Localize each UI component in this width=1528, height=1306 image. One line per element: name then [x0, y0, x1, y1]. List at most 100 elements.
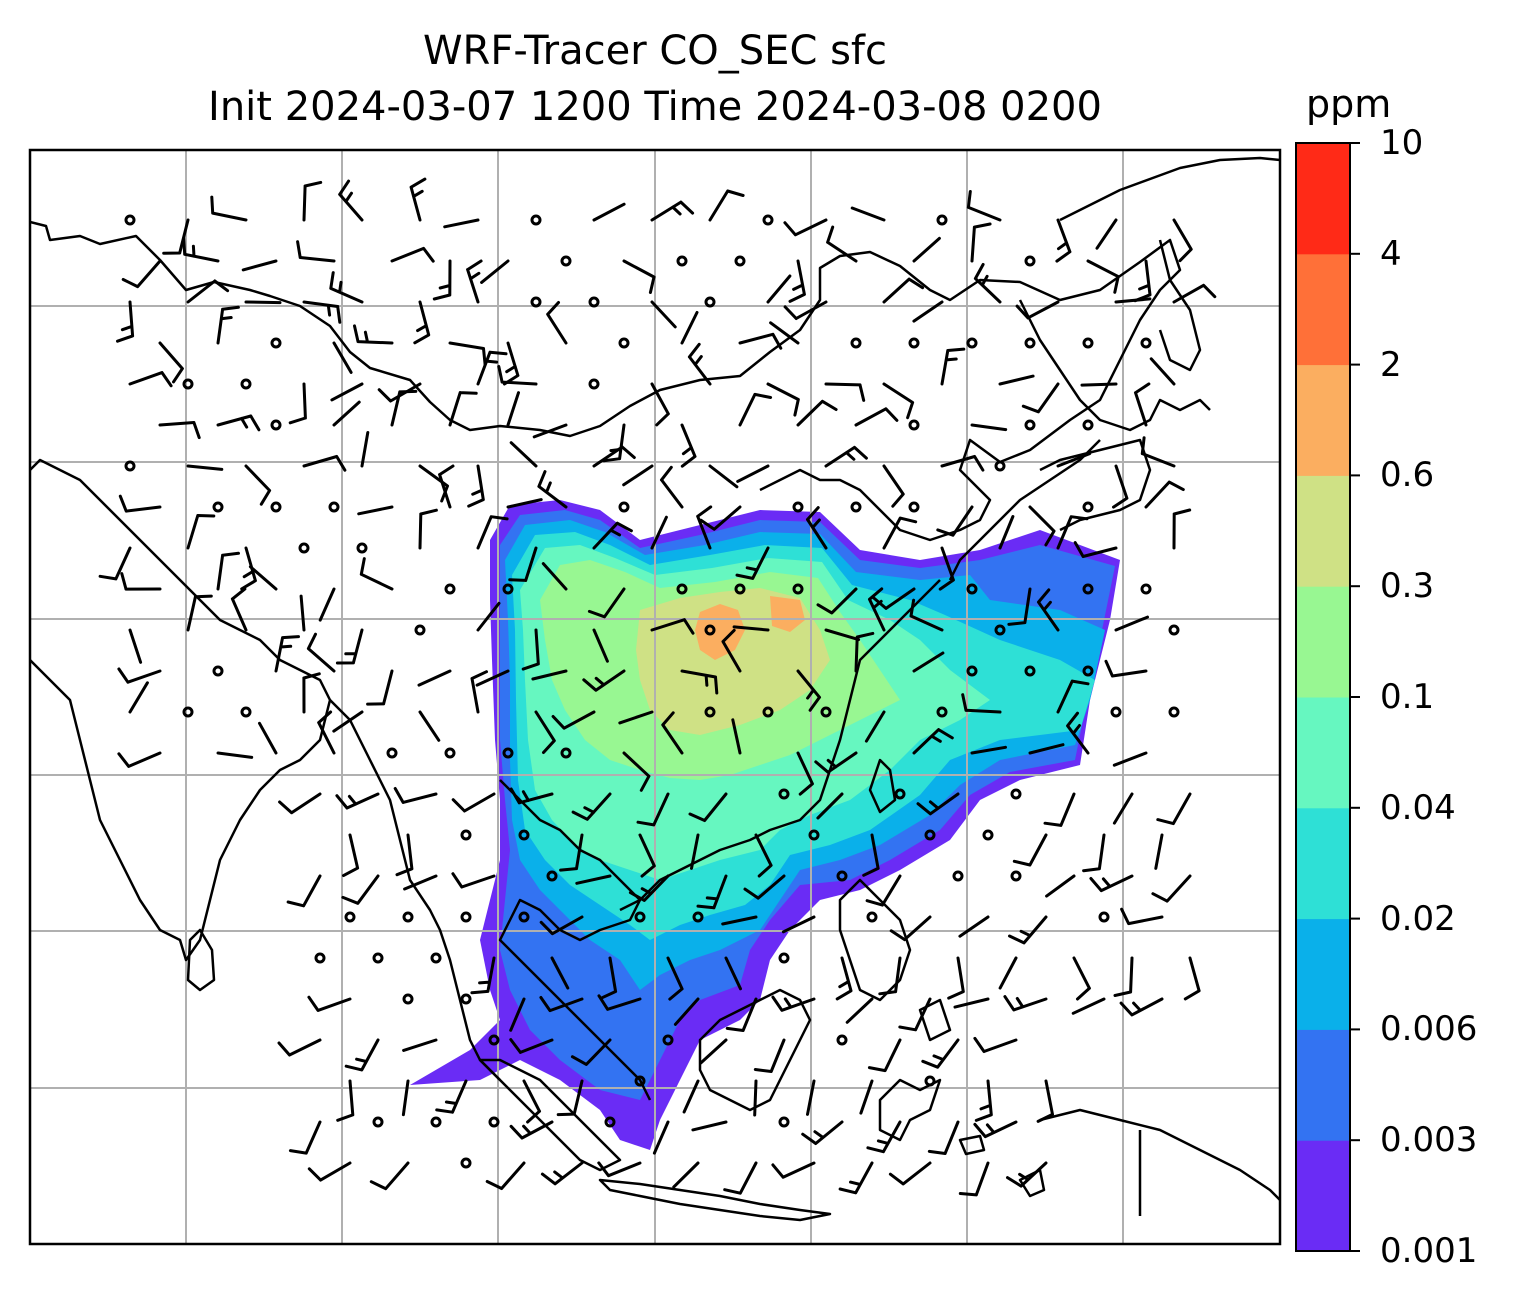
wind-barb [186, 464, 224, 471]
calm-marker [560, 255, 572, 267]
wind-barb [725, 997, 758, 1032]
wind-barb [1086, 259, 1120, 294]
coastline-taiwan [868, 758, 897, 814]
wind-barb [973, 1036, 1018, 1053]
wind-barb [738, 332, 783, 350]
colorbar-tick-label: 4 [1380, 233, 1402, 274]
wind-barb [1133, 259, 1152, 303]
wind-barb [731, 718, 742, 755]
calm-marker [634, 911, 646, 923]
wind-barb [413, 300, 431, 345]
calm-marker [850, 501, 862, 513]
wind-barb [650, 515, 668, 550]
wind-barb [970, 745, 1007, 755]
calm-marker [270, 337, 282, 349]
wind-barb [258, 721, 278, 755]
wind-barb [618, 710, 654, 725]
wind-barb [781, 915, 816, 934]
wind-barb [816, 587, 858, 615]
wind-barb [912, 300, 944, 323]
wind-barb [1114, 297, 1152, 304]
calm-marker [530, 214, 542, 226]
calm-marker [240, 378, 252, 390]
wind-barb [650, 382, 670, 427]
wind-barb [859, 1079, 874, 1115]
wind-barb [938, 546, 955, 591]
coastline-sumatra [478, 1058, 622, 1172]
wind-barb [1104, 659, 1148, 678]
wind-barb [432, 259, 452, 301]
wind-barb [302, 180, 323, 222]
wind-barb [186, 594, 213, 632]
wind-barb [360, 431, 370, 468]
wind-barb [998, 515, 1015, 550]
calm-marker [460, 829, 472, 841]
wind-barb [1056, 515, 1089, 550]
wind-barb [854, 407, 899, 427]
wind-barb [1082, 833, 1106, 873]
wind-barb [476, 350, 508, 386]
wind-barb [724, 956, 742, 991]
wind-barb [342, 833, 360, 878]
calm-marker [1082, 501, 1094, 513]
wind-barb [118, 494, 162, 513]
colorbar-tick-label: 2 [1380, 344, 1402, 385]
wind-barb [753, 1038, 786, 1073]
wind-barb [862, 833, 880, 877]
wind-barb [575, 874, 612, 885]
wind-barb [708, 464, 739, 489]
wind-barb [850, 206, 886, 222]
colorbar-segment [1296, 807, 1350, 920]
calm-marker [618, 337, 630, 349]
wind-barb [806, 506, 828, 550]
wind-barb [814, 751, 858, 774]
wind-barb [338, 179, 364, 222]
wind-barb [680, 311, 699, 345]
colorbar-segment [1296, 697, 1350, 809]
calm-marker [518, 911, 530, 923]
wind-barb [1028, 743, 1065, 755]
calm-marker [1168, 706, 1180, 718]
wind-barb [998, 374, 1035, 386]
wind-barb [788, 259, 806, 303]
wind-barb [936, 505, 974, 537]
wind-barb [162, 218, 190, 255]
calm-marker [444, 583, 456, 595]
wind-barb [480, 259, 510, 284]
wind-barb [912, 236, 941, 263]
wind-barb [158, 341, 184, 384]
wind-barb [1149, 357, 1176, 386]
calm-marker [588, 378, 600, 390]
calm-marker [850, 337, 862, 349]
wind-barb [806, 1079, 816, 1116]
wind-barb [539, 915, 584, 936]
calm-marker [460, 993, 472, 1005]
wind-barb [1120, 907, 1164, 926]
wind-barb [865, 874, 902, 907]
wind-barb [882, 382, 915, 420]
wind-barb [696, 505, 713, 550]
calm-marker [924, 1075, 936, 1087]
wind-barb [506, 391, 520, 427]
wind-barb [961, 693, 1002, 714]
wind-barb [182, 236, 220, 263]
title-line-2: Init 2024-03-07 1200 Time 2024-03-08 020… [208, 84, 1102, 130]
wind-barb [587, 587, 626, 619]
coastline-borneo [698, 988, 812, 1112]
wind-barb [864, 710, 886, 743]
wind-barb [1043, 792, 1076, 827]
wind-barb [522, 1079, 541, 1124]
wind-barb [796, 399, 838, 427]
wind-barb [1045, 874, 1076, 898]
calm-marker [1098, 911, 1110, 923]
wind-barb [898, 997, 932, 1032]
calm-marker [414, 624, 426, 636]
wind-barb [216, 551, 240, 591]
calm-marker [966, 583, 978, 595]
map-frame [28, 148, 1282, 1246]
wind-barb [508, 546, 538, 582]
wind-barb [622, 259, 656, 294]
wind-barb [622, 751, 651, 792]
wind-barb [274, 635, 300, 673]
calm-marker [1082, 419, 1094, 431]
